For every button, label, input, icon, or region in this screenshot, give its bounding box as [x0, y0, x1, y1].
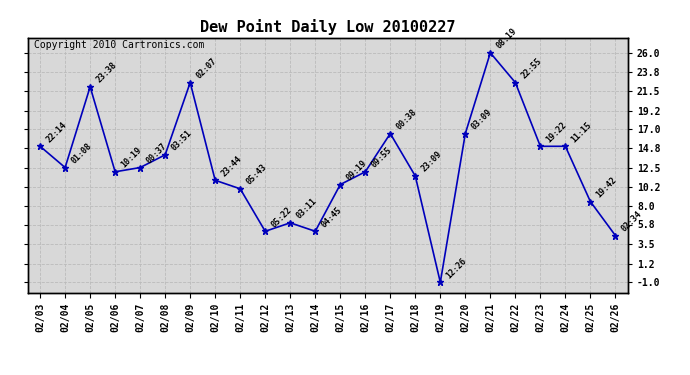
Text: 03:09: 03:09	[469, 107, 493, 131]
Text: 00:38: 00:38	[395, 107, 419, 131]
Text: 02:07: 02:07	[195, 56, 219, 80]
Text: 05:43: 05:43	[244, 163, 268, 187]
Text: 19:42: 19:42	[595, 176, 619, 200]
Text: 00:37: 00:37	[144, 141, 168, 165]
Text: 11:15: 11:15	[569, 120, 593, 144]
Text: 02:34: 02:34	[620, 209, 644, 233]
Text: 12:26: 12:26	[444, 256, 469, 280]
Text: 03:51: 03:51	[169, 129, 193, 153]
Text: Copyright 2010 Cartronics.com: Copyright 2010 Cartronics.com	[34, 40, 204, 50]
Text: 22:55: 22:55	[520, 56, 544, 80]
Text: 23:38: 23:38	[95, 61, 119, 85]
Text: 08:19: 08:19	[495, 27, 519, 51]
Text: 22:14: 22:14	[44, 120, 68, 144]
Text: 23:09: 23:09	[420, 150, 444, 174]
Text: 23:44: 23:44	[219, 154, 244, 178]
Text: 03:11: 03:11	[295, 196, 319, 220]
Text: 01:08: 01:08	[69, 141, 93, 165]
Text: 10:19: 10:19	[119, 146, 144, 170]
Text: 09:55: 09:55	[369, 146, 393, 170]
Text: 04:45: 04:45	[319, 205, 344, 229]
Text: 19:22: 19:22	[544, 120, 569, 144]
Title: Dew Point Daily Low 20100227: Dew Point Daily Low 20100227	[200, 19, 455, 35]
Text: 09:19: 09:19	[344, 158, 368, 182]
Text: 05:22: 05:22	[269, 205, 293, 229]
